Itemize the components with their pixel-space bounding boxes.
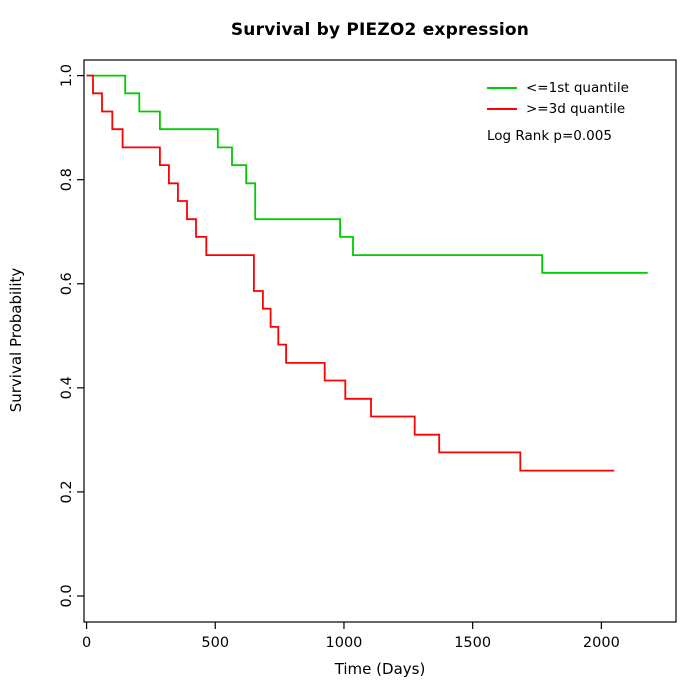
y-tick-label: 0.2 bbox=[59, 480, 75, 503]
y-tick-label: 0.4 bbox=[59, 376, 75, 399]
legend-item-high-expression: >=3d quantile bbox=[487, 98, 629, 119]
x-tick-label: 1000 bbox=[326, 635, 363, 651]
log-rank-annotation: Log Rank p=0.005 bbox=[487, 128, 612, 144]
x-tick-label: 1500 bbox=[454, 635, 491, 651]
legend-label-low-expression: <=1st quantile bbox=[526, 79, 629, 96]
x-tick-label: 2000 bbox=[583, 635, 620, 651]
legend-line-green bbox=[487, 86, 517, 89]
legend: <=1st quantile >=3d quantile Log Rank p=… bbox=[487, 77, 629, 144]
y-tick-label: 0.6 bbox=[59, 272, 75, 295]
survival-curve-low-expression bbox=[86, 74, 648, 274]
y-tick-label: 1.0 bbox=[59, 64, 75, 87]
plot-box bbox=[83, 59, 677, 623]
legend-item-low-expression: <=1st quantile bbox=[487, 77, 629, 98]
y-tick-label: 0.8 bbox=[59, 168, 75, 191]
legend-line-red bbox=[487, 107, 517, 110]
x-tick-label: 0 bbox=[82, 635, 91, 651]
chart-title: Survival by PIEZO2 expression bbox=[230, 20, 530, 40]
x-tick-label: 500 bbox=[201, 635, 229, 651]
x-axis-label: Time (Days) bbox=[334, 660, 426, 678]
legend-label-high-expression: >=3d quantile bbox=[526, 100, 626, 117]
y-axis-label: Survival Probability bbox=[7, 267, 25, 413]
survival-curve-high-expression bbox=[86, 74, 615, 472]
y-tick-label: 0.0 bbox=[59, 584, 75, 607]
